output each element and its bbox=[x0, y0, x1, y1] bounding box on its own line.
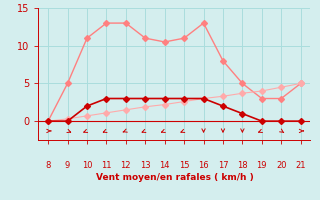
X-axis label: Vent moyen/en rafales ( km/h ): Vent moyen/en rafales ( km/h ) bbox=[96, 173, 253, 182]
